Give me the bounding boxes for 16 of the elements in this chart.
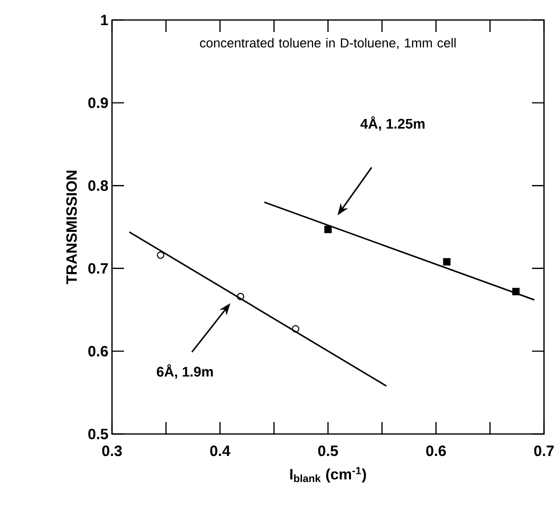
y-axis-title: TRANSMISSION [66,170,77,284]
y-tick-label: 0.5 [88,428,108,440]
annotation: 4Å, 1.25m [360,116,424,131]
x-tick-label: 0.6 [426,446,446,456]
x-tick-label: 0.7 [534,446,554,456]
x-axis-title: I$_{blank}$ (cm$^{-1}$) [290,466,366,482]
y-tick-label: 0.8 [88,180,108,191]
x-tick-label: 0.4 [210,446,230,456]
y-tick-label: 0.9 [88,98,108,108]
y-tick-label: 0.7 [88,263,108,274]
y-tick-label: 1 [101,14,108,26]
text: concentrated toluene in D-toluene, 1mm cell [200,38,456,50]
x-tick-label: 0.3 [102,446,122,456]
y-tick-label: 0.6 [88,346,108,356]
x-tick-label: 0.5 [318,446,338,456]
annotation: 6Å, 1.9m [156,364,213,379]
